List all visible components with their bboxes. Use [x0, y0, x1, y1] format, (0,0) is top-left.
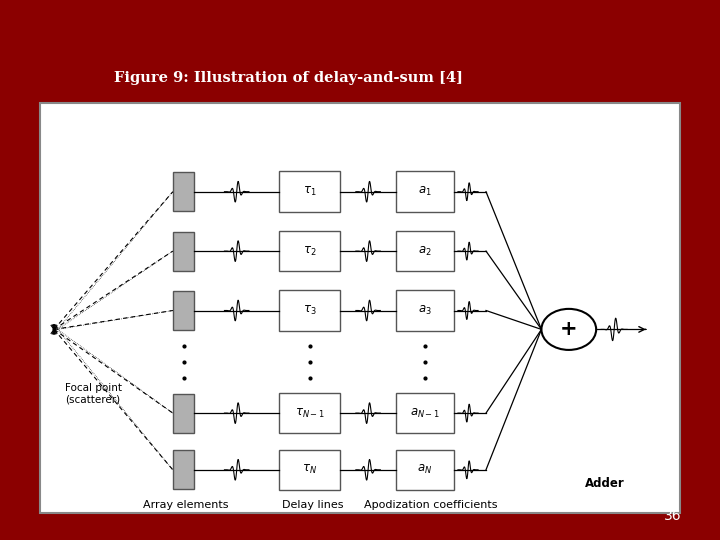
Bar — [40, 103, 680, 513]
Text: $a_2$: $a_2$ — [418, 245, 431, 258]
Bar — [279, 172, 341, 212]
Bar — [396, 393, 454, 433]
Circle shape — [541, 309, 596, 350]
Text: $\tau_N$: $\tau_N$ — [302, 463, 317, 476]
Text: $a_1$: $a_1$ — [418, 185, 432, 198]
Text: $\tau_3$: $\tau_3$ — [303, 304, 316, 317]
Bar — [396, 172, 454, 212]
Text: $a_3$: $a_3$ — [418, 304, 432, 317]
Bar — [279, 393, 341, 433]
Bar — [173, 172, 194, 211]
Text: $\tau_1$: $\tau_1$ — [303, 185, 316, 198]
Bar — [396, 291, 454, 330]
Text: Focal point
(scatterer): Focal point (scatterer) — [65, 383, 122, 405]
Bar — [279, 291, 341, 330]
Text: $\tau_{N-1}$: $\tau_{N-1}$ — [294, 407, 325, 420]
Bar — [173, 291, 194, 330]
Bar — [173, 394, 194, 433]
Bar — [279, 231, 341, 271]
Bar — [396, 231, 454, 271]
Text: $a_{N-1}$: $a_{N-1}$ — [410, 407, 440, 420]
Text: 36: 36 — [665, 509, 682, 523]
Text: $\tau_2$: $\tau_2$ — [303, 245, 316, 258]
Bar — [396, 449, 454, 490]
Bar — [279, 449, 341, 490]
Text: Adder: Adder — [585, 477, 625, 490]
Text: +: + — [560, 319, 577, 340]
Text: $a_N$: $a_N$ — [417, 463, 433, 476]
Text: Delay lines: Delay lines — [282, 500, 344, 510]
Bar — [173, 232, 194, 271]
Bar — [173, 450, 194, 489]
Text: Array elements: Array elements — [143, 500, 228, 510]
Text: Figure 9: Illustration of delay-and-sum [4]: Figure 9: Illustration of delay-and-sum … — [114, 71, 462, 85]
Text: Apodization coefficients: Apodization coefficients — [364, 500, 498, 510]
